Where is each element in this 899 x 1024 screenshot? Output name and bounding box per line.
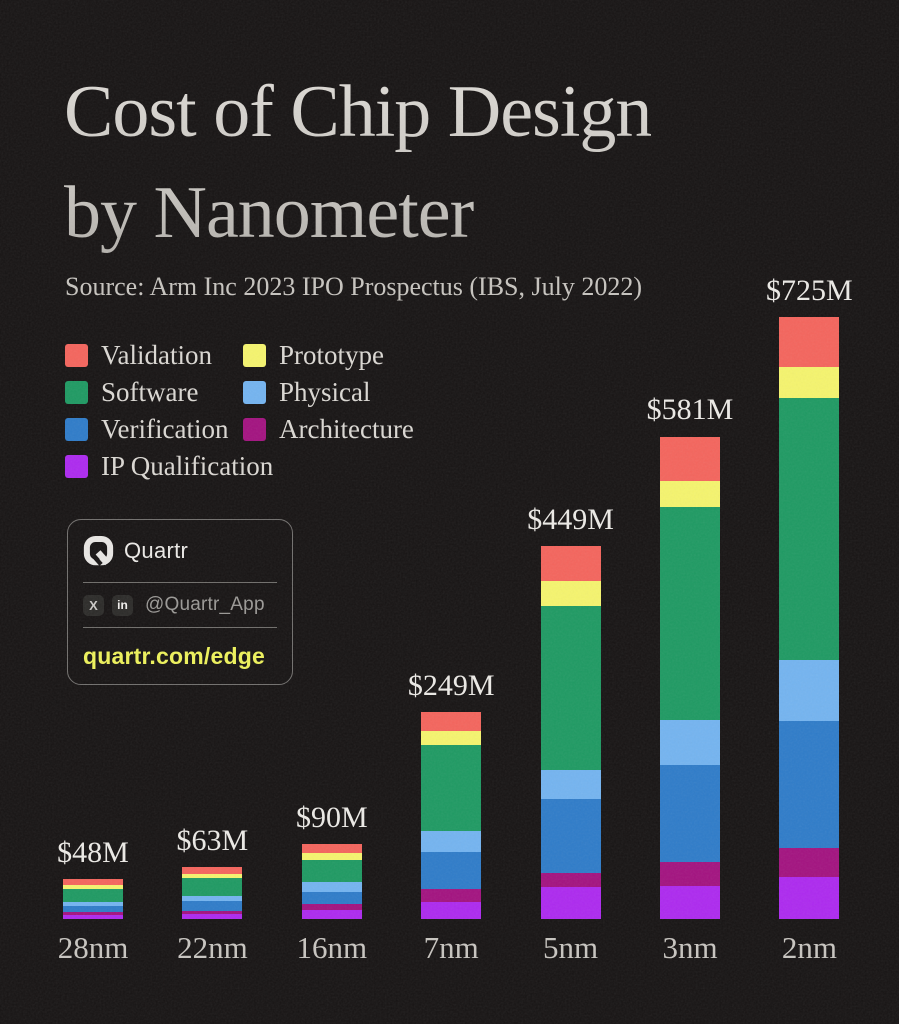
bar-2nm: [779, 316, 840, 919]
segment-ip-qualification-22nm: [182, 914, 243, 919]
segment-physical-5nm: [540, 769, 601, 800]
bar-category-label-16nm: 16nm: [296, 930, 368, 965]
segment-validation-22nm: [182, 866, 243, 875]
bar-value-label-5nm: $449M: [527, 503, 614, 537]
bar-category-label-5nm: 5nm: [543, 930, 599, 965]
bar-category-label-3nm: 3nm: [662, 930, 718, 965]
segment-ip-qualification-3nm: [660, 885, 720, 919]
segment-validation-16nm: [301, 844, 362, 854]
segment-software-2nm: [779, 398, 840, 660]
segment-verification-7nm: [421, 851, 482, 890]
segment-ip-qualification-28nm: [63, 914, 123, 919]
bar-category-label-22nm: 22nm: [177, 930, 248, 965]
segment-architecture-7nm: [421, 889, 482, 902]
segment-prototype-2nm: [779, 366, 840, 399]
segment-verification-16nm: [301, 891, 362, 905]
segment-prototype-5nm: [540, 581, 601, 606]
segment-validation-5nm: [540, 546, 601, 582]
segment-ip-qualification-5nm: [540, 887, 601, 919]
bar-3nm: [660, 436, 720, 919]
bar-value-label-2nm: $725M: [766, 273, 853, 307]
bar-28nm: [63, 879, 123, 919]
bar-22nm: [182, 866, 243, 919]
segment-software-7nm: [421, 745, 482, 831]
segment-architecture-2nm: [779, 848, 840, 877]
segment-software-3nm: [660, 507, 720, 720]
segment-architecture-3nm: [660, 861, 720, 886]
bar-value-label-7nm: $249M: [407, 669, 495, 703]
segment-verification-3nm: [660, 765, 720, 862]
bar-7nm: [421, 712, 482, 919]
bar-category-label-28nm: 28nm: [57, 930, 129, 965]
bar-value-label-22nm: $63M: [176, 823, 249, 857]
bar-category-label-2nm: 2nm: [781, 930, 837, 965]
segment-software-22nm: [182, 878, 243, 896]
segment-physical-16nm: [301, 882, 362, 892]
segment-verification-22nm: [182, 900, 243, 911]
segment-verification-2nm: [779, 720, 840, 849]
segment-verification-5nm: [540, 799, 601, 873]
segment-physical-2nm: [779, 659, 840, 721]
bar-5nm: [540, 546, 601, 919]
segment-validation-2nm: [779, 316, 840, 367]
segment-ip-qualification-2nm: [779, 876, 840, 919]
bar-16nm: [301, 844, 362, 919]
segment-physical-3nm: [660, 719, 720, 766]
segment-prototype-7nm: [421, 731, 482, 746]
segment-software-28nm: [63, 889, 123, 902]
segment-software-5nm: [540, 605, 601, 770]
segment-verification-28nm: [63, 905, 123, 913]
segment-validation-3nm: [660, 436, 720, 481]
segment-software-16nm: [301, 860, 362, 883]
bar-category-label-7nm: 7nm: [423, 930, 479, 965]
segment-architecture-5nm: [540, 872, 601, 888]
bar-value-label-3nm: $581M: [646, 393, 734, 427]
segment-ip-qualification-7nm: [421, 901, 482, 919]
segment-prototype-3nm: [660, 480, 720, 508]
segment-ip-qualification-16nm: [301, 909, 362, 919]
segment-validation-7nm: [421, 712, 482, 732]
segment-physical-7nm: [421, 831, 482, 852]
bar-value-label-28nm: $48M: [57, 836, 129, 870]
bar-value-label-16nm: $90M: [295, 801, 368, 835]
segment-prototype-16nm: [301, 853, 362, 861]
